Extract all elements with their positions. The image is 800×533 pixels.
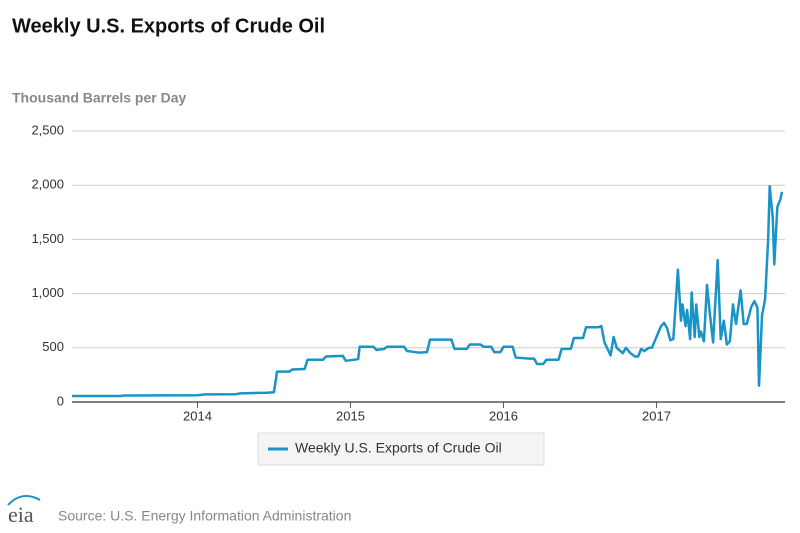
y-axis-label: Thousand Barrels per Day — [12, 90, 186, 106]
data-line — [72, 185, 784, 398]
y-tick-label: 2,000 — [31, 177, 64, 192]
y-tick-label: 1,500 — [31, 231, 64, 246]
y-tick-label: 1,000 — [31, 285, 64, 300]
x-tick-label: 2017 — [642, 408, 671, 423]
y-tick-label: 500 — [42, 339, 64, 354]
source: Source: U.S. Energy Information Administ… — [58, 508, 351, 524]
chart-title: Weekly U.S. Exports of Crude Oil — [12, 15, 325, 37]
logo: eia — [8, 502, 34, 527]
logo-arc — [7, 495, 41, 506]
x-tick-label: 2016 — [489, 408, 518, 423]
x-tick-label: 2015 — [336, 408, 365, 423]
y-tick-label: 2,500 — [31, 122, 64, 137]
legend-box — [257, 432, 545, 466]
y-tick-label: 0 — [57, 393, 64, 408]
legend-label: Weekly U.S. Exports of Crude Oil — [295, 440, 502, 456]
x-tick-label: 2014 — [183, 408, 212, 423]
